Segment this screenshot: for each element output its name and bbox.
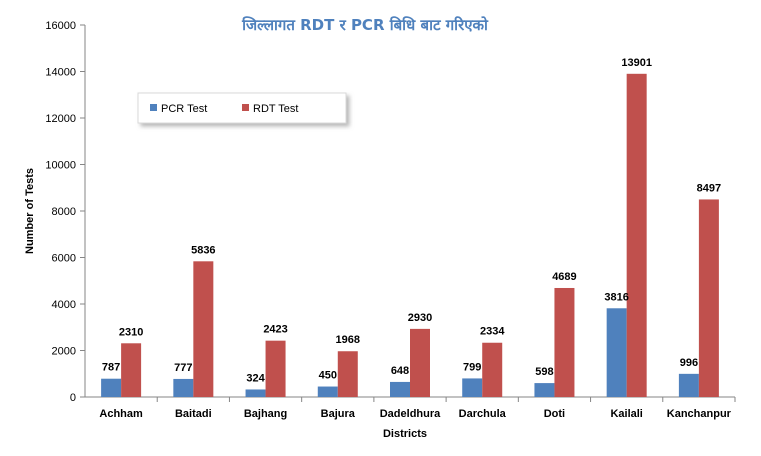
data-label: 777 <box>174 362 192 374</box>
legend-label: PCR Test <box>161 103 207 115</box>
bar <box>317 386 338 397</box>
bar <box>337 351 358 397</box>
x-tick-label: Achham <box>99 408 143 420</box>
legend-swatch <box>242 104 249 111</box>
bar <box>698 199 719 397</box>
y-tick-label: 2000 <box>52 346 76 358</box>
bar <box>606 308 627 397</box>
bar <box>554 287 575 397</box>
bar <box>101 378 122 397</box>
data-label: 324 <box>246 372 265 384</box>
data-label: 8497 <box>697 182 721 194</box>
bars <box>101 73 719 397</box>
data-label: 648 <box>391 365 409 377</box>
legend-swatch <box>150 104 157 111</box>
x-tick-label: Kailali <box>610 408 642 420</box>
y-tick-label: 4000 <box>52 299 76 311</box>
x-axis-label: Districts <box>383 428 427 440</box>
bar <box>410 328 430 397</box>
data-label: 450 <box>319 370 337 382</box>
y-axis-ticks: 0 2000 4000 6000 8000 10000 12000 14000 16000 <box>45 20 76 404</box>
bar <box>678 373 699 397</box>
data-label: 13901 <box>621 57 652 69</box>
y-tick-label: 16000 <box>45 20 76 32</box>
data-label: 4689 <box>552 271 576 283</box>
data-label: 3816 <box>604 291 628 303</box>
x-tick-label: Dadeldhura <box>380 408 441 420</box>
chart-title: जिल्लागत RDT र PCR बिधि बाट गरिएको <box>241 16 489 34</box>
x-tick-label: Kanchanpur <box>667 408 732 420</box>
bar <box>534 383 555 397</box>
data-label: 5836 <box>191 244 215 256</box>
bar <box>173 378 194 397</box>
y-tick-label: 6000 <box>52 253 76 265</box>
x-tick-label: Bajhang <box>244 408 287 420</box>
data-label: 598 <box>535 366 553 378</box>
data-label: 2310 <box>119 326 143 338</box>
bar <box>390 381 410 397</box>
bar <box>482 342 503 397</box>
bar <box>626 73 647 397</box>
bar <box>245 389 266 397</box>
y-tick-label: 8000 <box>52 206 76 218</box>
x-tick-label: Bajura <box>321 408 356 420</box>
x-tick-label: Darchula <box>459 408 507 420</box>
y-tick-label: 12000 <box>45 113 76 125</box>
y-axis-label: Number of Tests <box>24 168 36 254</box>
data-label: 2334 <box>480 326 505 338</box>
bar <box>121 343 142 397</box>
x-tick-label: Doti <box>544 408 565 420</box>
data-label: 787 <box>102 362 120 374</box>
bar <box>462 378 483 397</box>
bar <box>265 340 286 397</box>
y-tick-label: 10000 <box>45 160 76 172</box>
data-label: 996 <box>680 357 698 369</box>
bar <box>193 261 214 397</box>
legend-label: RDT Test <box>253 103 298 115</box>
data-label: 2930 <box>408 312 432 324</box>
x-axis-categories: Achham Baitadi Bajhang Bajura Dadeldhura Darc… <box>99 408 731 420</box>
x-tick-label: Baitadi <box>175 408 212 420</box>
data-label: 799 <box>463 361 481 373</box>
y-tick-label: 14000 <box>45 67 76 79</box>
legend: PCR Test RDT Test <box>137 92 347 124</box>
data-label: 1968 <box>336 334 360 346</box>
data-label: 2423 <box>263 324 287 336</box>
value-labels: 787 2310 777 5836 324 2423 450 1968 648 2930 799 23… <box>102 57 721 385</box>
y-tick-label: 0 <box>70 392 76 404</box>
